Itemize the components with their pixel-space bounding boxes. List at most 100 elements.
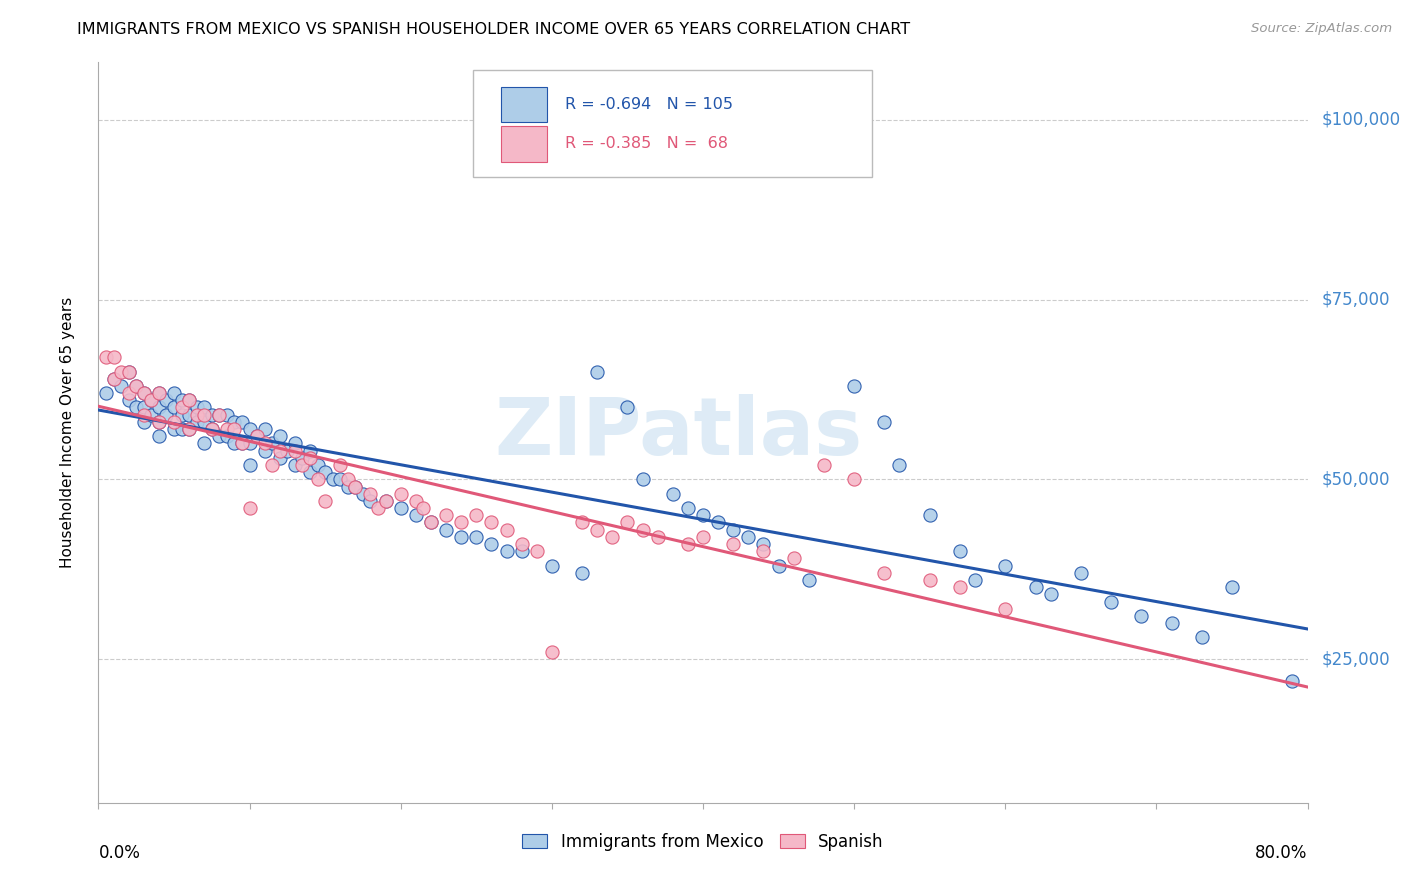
Point (193, 415, 215, 429)
Point (889, 458, 911, 472)
Point (179, 408, 201, 422)
Point (571, 516, 593, 530)
Point (239, 422, 262, 436)
Point (723, 523, 745, 537)
Point (284, 443, 307, 458)
Point (965, 573, 987, 587)
Point (647, 530, 669, 544)
Point (723, 537, 745, 551)
Point (186, 415, 208, 429)
Point (148, 386, 170, 401)
Point (141, 393, 163, 408)
Point (1130, 608, 1153, 623)
Point (224, 436, 246, 450)
Point (768, 558, 790, 573)
Point (132, 386, 155, 401)
Point (262, 436, 284, 450)
Point (148, 386, 170, 401)
Point (215, 408, 238, 422)
Point (405, 508, 427, 523)
Point (336, 472, 359, 486)
Point (405, 494, 427, 508)
Point (1281, 673, 1303, 688)
Point (193, 436, 215, 450)
Point (526, 544, 548, 558)
Text: IMMIGRANTS FROM MEXICO VS SPANISH HOUSEHOLDER INCOME OVER 65 YEARS CORRELATION C: IMMIGRANTS FROM MEXICO VS SPANISH HOUSEH… (77, 22, 911, 37)
Point (299, 443, 322, 458)
Point (163, 422, 186, 436)
Point (179, 422, 201, 436)
Point (374, 494, 396, 508)
Point (994, 601, 1017, 615)
Point (269, 443, 291, 458)
Point (118, 393, 141, 408)
Point (215, 429, 238, 443)
Point (344, 479, 367, 493)
Text: $100,000: $100,000 (1322, 111, 1402, 129)
Point (163, 415, 186, 429)
Point (148, 429, 170, 443)
Point (692, 530, 714, 544)
Point (813, 458, 835, 472)
Point (125, 379, 148, 393)
Point (540, 558, 562, 573)
Y-axis label: Householder Income Over 65 years: Householder Income Over 65 years (60, 297, 75, 568)
Point (434, 508, 457, 523)
Point (1191, 631, 1213, 645)
Point (186, 408, 208, 422)
Point (253, 422, 276, 436)
Point (94, 350, 117, 364)
Point (465, 530, 488, 544)
Point (155, 393, 177, 408)
Point (132, 415, 155, 429)
Point (676, 501, 699, 516)
Point (284, 458, 307, 472)
Point (163, 386, 186, 401)
Point (752, 544, 775, 558)
Point (291, 450, 314, 465)
Point (571, 566, 593, 580)
Point (949, 544, 972, 558)
Point (208, 408, 231, 422)
Point (352, 486, 374, 500)
Point (434, 523, 457, 537)
Point (314, 494, 336, 508)
Point (246, 429, 269, 443)
Point (873, 566, 896, 580)
Point (246, 429, 269, 443)
Text: R = -0.694   N = 105: R = -0.694 N = 105 (565, 97, 733, 112)
Point (110, 379, 132, 393)
Point (918, 508, 941, 523)
Point (186, 401, 208, 415)
Point (1160, 616, 1182, 631)
Point (374, 494, 396, 508)
Point (193, 401, 215, 415)
Point (170, 393, 193, 408)
Point (110, 365, 132, 379)
Point (155, 408, 177, 422)
Point (336, 479, 359, 493)
Point (661, 486, 683, 500)
Point (329, 472, 352, 486)
Point (299, 465, 322, 479)
Point (329, 458, 352, 472)
Point (481, 537, 503, 551)
Point (1220, 580, 1243, 594)
Point (844, 472, 866, 486)
Point (94, 386, 117, 401)
Point (208, 408, 231, 422)
Point (141, 393, 163, 408)
Point (239, 458, 262, 472)
Point (141, 408, 163, 422)
Point (170, 408, 193, 422)
Point (752, 537, 775, 551)
Point (231, 436, 253, 450)
Point (314, 465, 336, 479)
Point (239, 436, 262, 450)
Point (269, 429, 291, 443)
Text: $50,000: $50,000 (1322, 470, 1391, 488)
Point (179, 393, 201, 408)
Point (631, 472, 654, 486)
Point (193, 408, 215, 422)
Text: R = -0.385   N =  68: R = -0.385 N = 68 (565, 136, 728, 152)
